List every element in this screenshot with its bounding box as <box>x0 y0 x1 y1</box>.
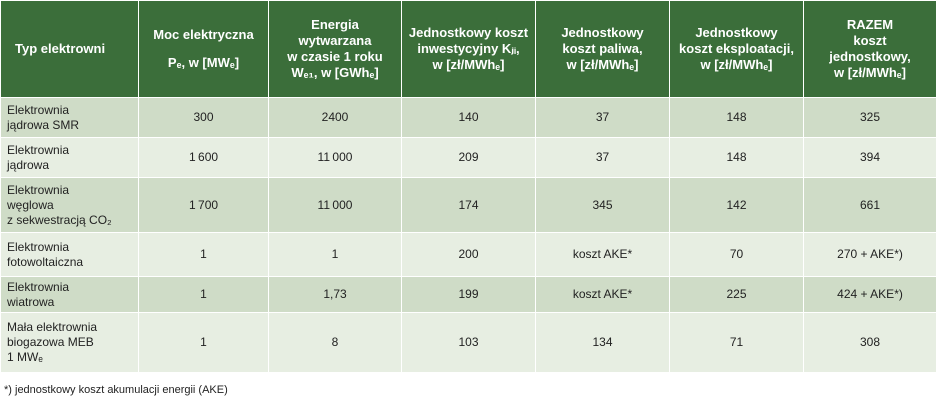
cell-energy: 11 000 <box>268 137 402 178</box>
header-oper-line: koszt eksploatacji, <box>679 41 794 56</box>
cell-invest: 200 <box>401 232 536 277</box>
cell-type: Elektrownia jądrowa SMR <box>0 97 139 138</box>
footnote: *) jednostkowy koszt akumulacji energii … <box>4 384 228 396</box>
cell-fuel: koszt AKE* <box>535 232 670 277</box>
cell-energy: 2400 <box>268 97 402 138</box>
cell-total: 325 <box>803 97 937 138</box>
cell-energy: 8 <box>268 312 402 373</box>
cell-fuel: 134 <box>535 312 670 373</box>
header-energy-line: w czasie 1 roku <box>287 49 383 64</box>
cell-energy: 1,73 <box>268 276 402 313</box>
cell-invest: 140 <box>401 97 536 138</box>
table-row: Elektrownia fotowoltaiczna 1 1 200 koszt … <box>0 232 937 277</box>
header-power: Moc elektryczna Pₑ, w [MWₑ] <box>138 0 269 98</box>
cell-oper: 70 <box>669 232 804 277</box>
table-row: Elektrownia wiatrowa 1 1,73 199 koszt AKE… <box>0 276 937 313</box>
cell-invest: 174 <box>401 177 536 233</box>
header-total-line: jednostkowy, <box>829 49 911 64</box>
cell-type: Elektrownia węglowa z sekwestracją CO₂ <box>0 177 139 233</box>
header-oper-line: w [zł/MWhₑ] <box>700 57 773 72</box>
cell-invest: 103 <box>401 312 536 373</box>
header-total: RAZEM koszt jednostkowy, w [zł/MWhₑ] <box>803 0 937 98</box>
header-total-line: koszt <box>853 33 887 48</box>
cell-total: 424 + AKE*) <box>803 276 937 313</box>
table-row: Mała elektrownia biogazowa MEB 1 MWₑ 1 8 1… <box>0 312 937 373</box>
header-power-line: Pₑ, w [MWₑ] <box>167 55 240 70</box>
cell-oper: 142 <box>669 177 804 233</box>
header-fuel: Jednostkowy koszt paliwa, w [zł/MWhₑ] <box>535 0 670 98</box>
header-fuel-line: Jednostkowy <box>561 25 644 40</box>
cell-invest: 199 <box>401 276 536 313</box>
header-power-line: Moc elektryczna <box>153 27 254 42</box>
cell-type: Mała elektrownia biogazowa MEB 1 MWₑ <box>0 312 139 373</box>
cell-total: 661 <box>803 177 937 233</box>
cell-type: Elektrownia fotowoltaiczna <box>0 232 139 277</box>
cell-power: 300 <box>138 97 269 138</box>
cell-invest: 209 <box>401 137 536 178</box>
header-oper: Jednostkowy koszt eksploatacji, w [zł/MW… <box>669 0 804 98</box>
cell-oper: 148 <box>669 137 804 178</box>
cell-power: 1 <box>138 276 269 313</box>
cell-oper: 225 <box>669 276 804 313</box>
cost-comparison-table: Typ elektrowni Moc elektryczna Pₑ, w [MW… <box>0 0 937 373</box>
header-total-line: RAZEM <box>846 17 894 32</box>
header-invest-line: w [zł/MWhₑ] <box>432 57 505 72</box>
table-row: Elektrownia jądrowa SMR 300 2400 140 37 1… <box>0 97 937 138</box>
cell-power: 1 <box>138 232 269 277</box>
header-energy-line: Wₑ₁, w [GWhₑ] <box>291 65 379 80</box>
cell-fuel: 37 <box>535 97 670 138</box>
header-total-line: w [zł/MWhₑ] <box>833 65 907 80</box>
cell-type: Elektrownia wiatrowa <box>0 276 139 313</box>
cell-total: 394 <box>803 137 937 178</box>
header-oper-line: Jednostkowy <box>695 25 778 40</box>
header-energy-line: wytwarzana <box>298 33 372 48</box>
header-invest-line: Jednostkowy koszt <box>408 25 529 40</box>
cell-fuel: 345 <box>535 177 670 233</box>
cell-oper: 71 <box>669 312 804 373</box>
header-energy-line: Energia <box>311 17 359 32</box>
header-type: Typ elektrowni <box>0 0 139 98</box>
cell-type: Elektrownia jądrowa <box>0 137 139 178</box>
cell-fuel: koszt AKE* <box>535 276 670 313</box>
cell-power: 1 700 <box>138 177 269 233</box>
header-row: Typ elektrowni Moc elektryczna Pₑ, w [MW… <box>0 0 937 98</box>
cell-fuel: 37 <box>535 137 670 178</box>
header-fuel-line: koszt paliwa, <box>562 41 643 56</box>
cell-total: 308 <box>803 312 937 373</box>
cell-power: 1 600 <box>138 137 269 178</box>
cell-energy: 11 000 <box>268 177 402 233</box>
cell-total: 270 + AKE*) <box>803 232 937 277</box>
table-row: Elektrownia węglowa z sekwestracją CO₂ 1 7… <box>0 177 937 233</box>
table-row: Elektrownia jądrowa 1 600 11 000 209 37 1… <box>0 137 937 178</box>
cell-energy: 1 <box>268 232 402 277</box>
header-invest: Jednostkowy koszt inwestycyjny Kⱼᵢ, w [z… <box>401 0 536 98</box>
header-invest-line: inwestycyjny Kⱼᵢ, <box>417 41 520 56</box>
cell-power: 1 <box>138 312 269 373</box>
header-fuel-line: w [zł/MWhₑ] <box>566 57 639 72</box>
header-energy: Energia wytwarzana w czasie 1 roku Wₑ₁, … <box>268 0 402 98</box>
cell-oper: 148 <box>669 97 804 138</box>
